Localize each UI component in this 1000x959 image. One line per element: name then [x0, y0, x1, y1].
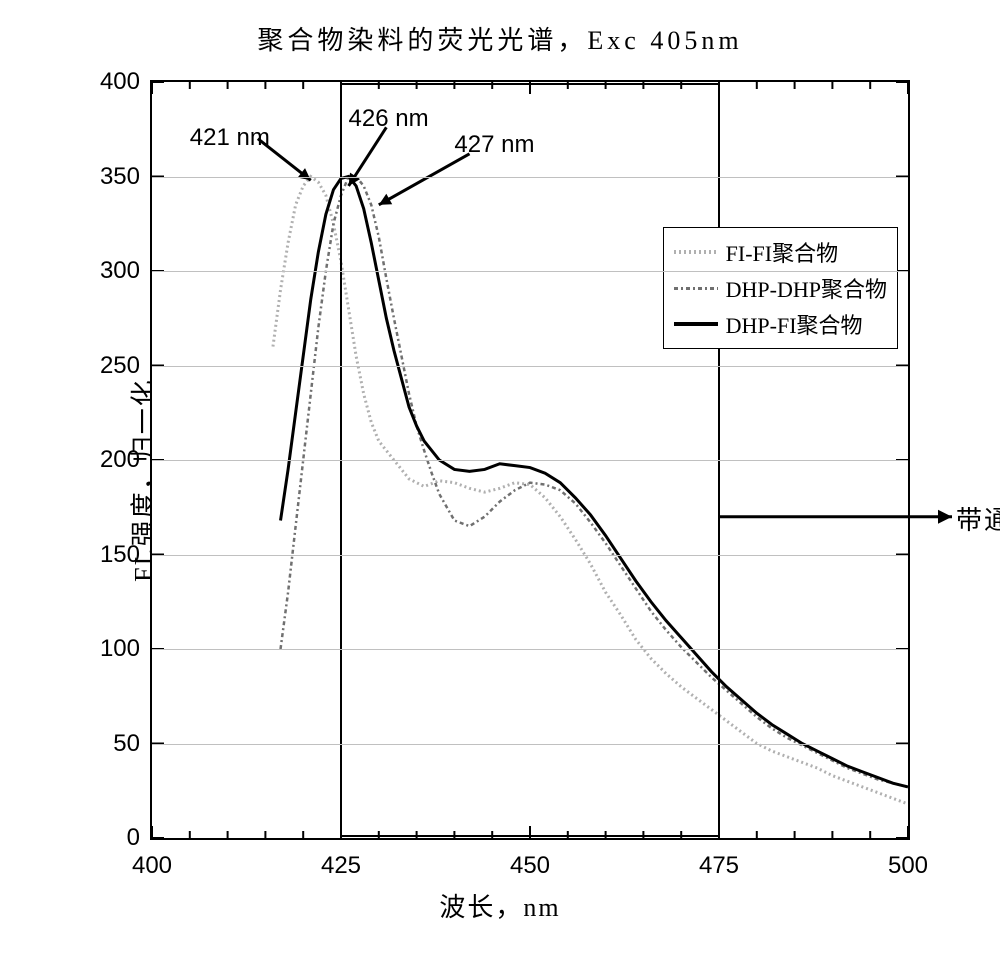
peak-annotation: 427 nm: [454, 131, 534, 159]
legend-item: DHP-FI聚合物: [674, 306, 887, 342]
y-tick-label: 350: [100, 163, 140, 191]
chart-title: 聚合物染料的荧光光谱，Exc 405nm: [20, 20, 980, 57]
gridline: [152, 649, 908, 650]
y-tick-label: 50: [113, 730, 140, 758]
x-tick-label: 425: [321, 852, 361, 880]
gridline: [152, 177, 908, 178]
x-tick-label: 450: [510, 852, 550, 880]
legend-swatch: [674, 287, 718, 290]
peak-annotation: 421 nm: [190, 124, 270, 152]
y-tick-label: 150: [100, 541, 140, 569]
legend-item: FI-FI聚合物: [674, 234, 887, 270]
legend-label: DHP-DHP聚合物: [726, 272, 887, 304]
x-tick-label: 475: [699, 852, 739, 880]
peak-annotation: 426 nm: [349, 105, 429, 133]
y-tick-label: 300: [100, 257, 140, 285]
y-tick-label: 250: [100, 352, 140, 380]
x-tick-label: 400: [132, 852, 172, 880]
y-tick-label: 100: [100, 635, 140, 663]
x-axis-label: 波长，nm: [439, 887, 560, 924]
plot-area: FI-FI聚合物DHP-DHP聚合物DHP-FI聚合物 050100150200…: [150, 80, 910, 840]
legend: FI-FI聚合物 DHP-DHP聚合物 DHP-FI聚合物: [663, 227, 898, 349]
legend-label: DHP-FI聚合物: [726, 308, 863, 340]
bandpass-label: 带通滤波器: [956, 500, 1000, 537]
gridline: [152, 366, 908, 367]
x-tick-label: 500: [888, 852, 928, 880]
y-tick-label: 200: [100, 446, 140, 474]
legend-swatch: [674, 322, 718, 326]
legend-swatch: [674, 250, 718, 254]
y-tick-label: 0: [127, 824, 140, 852]
legend-label: FI-FI聚合物: [726, 236, 838, 268]
legend-item: DHP-DHP聚合物: [674, 270, 887, 306]
gridline: [152, 555, 908, 556]
y-tick-label: 400: [100, 68, 140, 96]
gridline: [152, 271, 908, 272]
gridline: [152, 460, 908, 461]
chart-container: 聚合物染料的荧光光谱，Exc 405nm FI.强度，归一化 FI-FI聚合物D…: [20, 20, 980, 939]
gridline: [152, 744, 908, 745]
